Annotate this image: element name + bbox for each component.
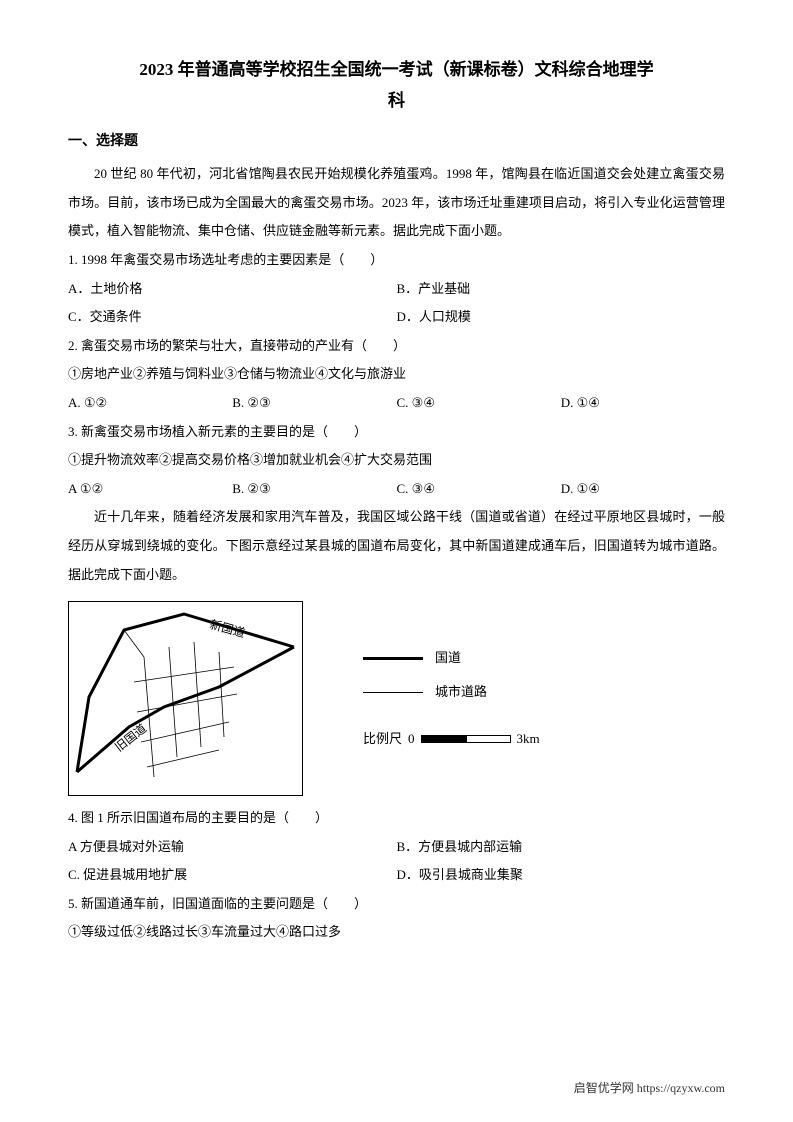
q5-text: 5. 新国道通车前，旧国道面临的主要问题是（ ） bbox=[68, 890, 725, 919]
q2-option-d: D. ①④ bbox=[561, 389, 725, 418]
legend-thick-line-icon bbox=[363, 657, 423, 660]
footer-text: 启智优学网 https://qzyxw.com bbox=[574, 1076, 725, 1100]
q3-option-a: A ①② bbox=[68, 475, 232, 504]
q2-option-c: C. ③④ bbox=[397, 389, 561, 418]
q1-options-row1: A．土地价格 B．产业基础 bbox=[68, 275, 725, 304]
q4-option-a: A 方便县城对外运输 bbox=[68, 833, 397, 862]
scale-label: 比例尺 bbox=[363, 725, 402, 754]
q1-options-row2: C．交通条件 D．人口规模 bbox=[68, 303, 725, 332]
q1-option-d: D．人口规模 bbox=[397, 303, 726, 332]
q3-option-c: C. ③④ bbox=[397, 475, 561, 504]
page-title: 2023 年普通高等学校招生全国统一考试（新课标卷）文科综合地理学 科 bbox=[68, 55, 725, 116]
legend-city: 城市道路 bbox=[363, 678, 540, 707]
legend: 国道 城市道路 比例尺 0 3km bbox=[363, 644, 540, 754]
city-grid bbox=[124, 630, 237, 777]
new-road-label: 新国道 bbox=[208, 617, 247, 641]
q3-options: A ①② B. ②③ C. ③④ D. ①④ bbox=[68, 475, 725, 504]
q4-options-row2: C. 促进县城用地扩展 D．吸引县城商业集聚 bbox=[68, 861, 725, 890]
q4-option-d: D．吸引县城商业集聚 bbox=[397, 861, 726, 890]
q2-sub: ①房地产业②养殖与饲料业③仓储与物流业④文化与旅游业 bbox=[68, 360, 725, 389]
q3-sub: ①提升物流效率②提高交易价格③增加就业机会④扩大交易范围 bbox=[68, 446, 725, 475]
section-1-header: 一、选择题 bbox=[68, 128, 725, 156]
q2-option-a: A. ①② bbox=[68, 389, 232, 418]
title-line-1: 2023 年普通高等学校招生全国统一考试（新课标卷）文科综合地理学 bbox=[139, 60, 653, 79]
scale-end: 3km bbox=[517, 725, 540, 754]
scale-bar-icon bbox=[421, 735, 511, 743]
q4-option-b: B．方便县城内部运输 bbox=[397, 833, 726, 862]
q3-text: 3. 新禽蛋交易市场植入新元素的主要目的是（ ） bbox=[68, 418, 725, 447]
map-diagram: 新国道 旧国道 bbox=[68, 601, 303, 796]
q4-options-row1: A 方便县城对外运输 B．方便县城内部运输 bbox=[68, 833, 725, 862]
legend-thin-line-icon bbox=[363, 692, 423, 693]
scale-0: 0 bbox=[408, 725, 415, 754]
figure-1: 新国道 旧国道 国道 城市道路 比例尺 0 3km bbox=[68, 601, 725, 796]
q4-text: 4. 图 1 所示旧国道布局的主要目的是（ ） bbox=[68, 804, 725, 833]
q4-option-c: C. 促进县城用地扩展 bbox=[68, 861, 397, 890]
passage-2: 近十几年来，随着经济发展和家用汽车普及，我国区域公路干线（国道或省道）在经过平原… bbox=[68, 503, 725, 589]
q3-option-d: D. ①④ bbox=[561, 475, 725, 504]
legend-city-label: 城市道路 bbox=[435, 678, 487, 707]
q2-text: 2. 禽蛋交易市场的繁荣与壮大，直接带动的产业有（ ） bbox=[68, 332, 725, 361]
q3-option-b: B. ②③ bbox=[232, 475, 396, 504]
map-svg: 新国道 旧国道 bbox=[69, 602, 304, 797]
scale-row: 比例尺 0 3km bbox=[363, 725, 540, 754]
legend-national: 国道 bbox=[363, 644, 540, 673]
q1-option-a: A．土地价格 bbox=[68, 275, 397, 304]
title-line-2: 科 bbox=[388, 91, 405, 110]
q5-sub: ①等级过低②线路过长③车流量过大④路口过多 bbox=[68, 918, 725, 947]
q1-text: 1. 1998 年禽蛋交易市场选址考虑的主要因素是（ ） bbox=[68, 246, 725, 275]
q2-option-b: B. ②③ bbox=[232, 389, 396, 418]
new-road-line bbox=[77, 614, 294, 772]
legend-national-label: 国道 bbox=[435, 644, 461, 673]
q1-option-c: C．交通条件 bbox=[68, 303, 397, 332]
passage-1: 20 世纪 80 年代初，河北省馆陶县农民开始规模化养殖蛋鸡。1998 年，馆陶… bbox=[68, 160, 725, 246]
q2-options: A. ①② B. ②③ C. ③④ D. ①④ bbox=[68, 389, 725, 418]
q1-option-b: B．产业基础 bbox=[397, 275, 726, 304]
old-road-line bbox=[77, 647, 294, 772]
